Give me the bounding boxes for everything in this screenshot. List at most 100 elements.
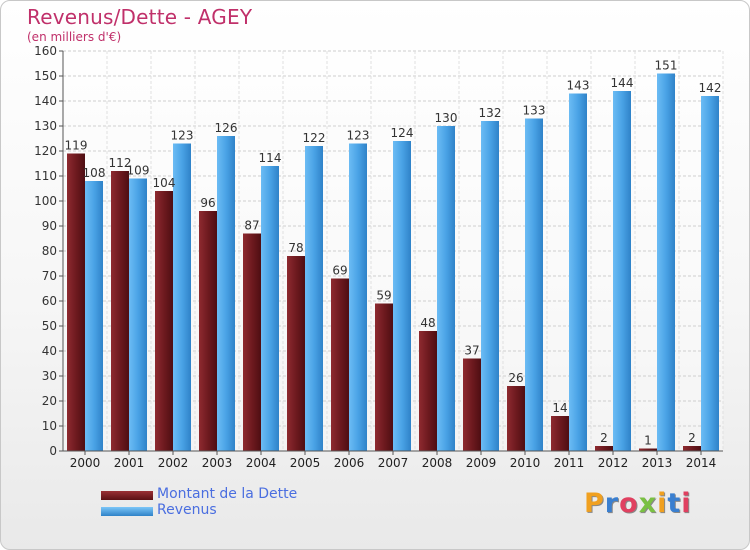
- bar-revenus: [129, 178, 147, 451]
- value-label-dette: 119: [65, 139, 88, 153]
- x-tick-label: 2004: [246, 456, 277, 470]
- value-label-dette: 2: [600, 431, 608, 445]
- bar-dette: [67, 153, 85, 451]
- y-tick-label: 10: [42, 419, 57, 433]
- x-tick-label: 2005: [290, 456, 321, 470]
- proxiti-logo: Proxiti: [584, 488, 692, 519]
- x-tick-label: 2010: [510, 456, 541, 470]
- y-tick-label: 90: [42, 219, 57, 233]
- value-label-revenus: 132: [479, 106, 502, 120]
- bar-dette: [331, 278, 349, 451]
- value-label-dette: 69: [332, 264, 347, 278]
- x-tick-label: 2007: [378, 456, 409, 470]
- y-tick-label: 20: [42, 394, 57, 408]
- value-label-dette: 78: [288, 241, 303, 255]
- bar-revenus: [173, 143, 191, 451]
- value-label-dette: 104: [153, 176, 176, 190]
- x-tick-label: 2009: [466, 456, 497, 470]
- value-label-dette: 59: [376, 289, 391, 303]
- legend-swatch-revenus: [101, 507, 153, 516]
- y-tick-label: 50: [42, 319, 57, 333]
- x-tick-label: 2008: [422, 456, 453, 470]
- logo-letter: i: [681, 488, 692, 519]
- x-tick-label: 2006: [334, 456, 365, 470]
- x-tick-label: 2011: [554, 456, 585, 470]
- bar-dette: [507, 386, 525, 451]
- value-label-dette: 96: [200, 196, 215, 210]
- chart-title: Revenus/Dette - AGEY: [27, 5, 253, 29]
- bar-dette: [419, 331, 437, 451]
- logo-letter: P: [584, 488, 605, 519]
- bar-revenus: [217, 136, 235, 451]
- bar-revenus: [481, 121, 499, 451]
- y-tick-label: 100: [34, 194, 57, 208]
- bar-dette: [243, 233, 261, 451]
- x-tick-label: 2000: [70, 456, 101, 470]
- bar-dette: [199, 211, 217, 451]
- y-tick-label: 0: [49, 444, 57, 458]
- y-tick-label: 120: [34, 144, 57, 158]
- x-tick-label: 2014: [686, 456, 717, 470]
- x-tick-label: 2003: [202, 456, 233, 470]
- y-tick-label: 70: [42, 269, 57, 283]
- y-tick-label: 140: [34, 94, 57, 108]
- x-tick-label: 2001: [114, 456, 145, 470]
- value-label-revenus: 123: [347, 129, 370, 143]
- bar-dette: [683, 446, 701, 451]
- bar-revenus: [657, 73, 675, 451]
- y-tick-label: 160: [34, 44, 57, 58]
- bar-revenus: [85, 181, 103, 451]
- bar-revenus: [393, 141, 411, 451]
- logo-letter: i: [657, 488, 668, 519]
- logo-letter: r: [604, 488, 620, 519]
- logo-letter: x: [638, 488, 658, 519]
- bar-revenus: [613, 91, 631, 451]
- logo-letter: o: [619, 488, 639, 519]
- legend-label-debt: Montant de la Dette: [157, 486, 298, 502]
- y-tick-label: 40: [42, 344, 57, 358]
- bar-revenus: [569, 93, 587, 451]
- value-label-revenus: 151: [655, 59, 678, 73]
- y-tick-label: 150: [34, 69, 57, 83]
- value-label-revenus: 133: [523, 104, 546, 118]
- bar-revenus: [701, 96, 719, 451]
- bar-revenus: [305, 146, 323, 451]
- bar-dette: [551, 416, 569, 451]
- bar-revenus: [261, 166, 279, 451]
- bar-revenus: [437, 126, 455, 451]
- legend-swatch-debt: [101, 491, 153, 500]
- y-tick-label: 130: [34, 119, 57, 133]
- value-label-revenus: 130: [435, 111, 458, 125]
- y-tick-label: 60: [42, 294, 57, 308]
- value-label-revenus: 114: [259, 151, 282, 165]
- legend-label-revenus: Revenus: [157, 502, 217, 518]
- bar-revenus: [525, 118, 543, 451]
- value-label-revenus: 144: [611, 76, 634, 90]
- value-label-dette: 2: [688, 431, 696, 445]
- bar-dette: [375, 303, 393, 451]
- value-label-dette: 112: [109, 156, 132, 170]
- bar-dette: [155, 191, 173, 451]
- value-label-dette: 37: [464, 344, 479, 358]
- value-label-revenus: 126: [215, 121, 238, 135]
- bar-dette: [111, 171, 129, 451]
- bar-dette: [595, 446, 613, 451]
- value-label-revenus: 143: [567, 79, 590, 93]
- value-label-dette: 14: [552, 401, 567, 415]
- bar-dette: [287, 256, 305, 451]
- value-label-dette: 1: [644, 434, 652, 448]
- value-label-dette: 48: [420, 316, 435, 330]
- y-tick-label: 110: [34, 169, 57, 183]
- y-tick-label: 80: [42, 244, 57, 258]
- value-label-dette: 87: [244, 219, 259, 233]
- y-tick-label: 30: [42, 369, 57, 383]
- bar-dette: [463, 358, 481, 451]
- value-label-revenus: 122: [303, 131, 326, 145]
- x-tick-label: 2002: [158, 456, 189, 470]
- logo-letter: t: [667, 488, 682, 519]
- value-label-revenus: 142: [699, 81, 722, 95]
- value-label-dette: 26: [508, 371, 523, 385]
- value-label-revenus: 123: [171, 129, 194, 143]
